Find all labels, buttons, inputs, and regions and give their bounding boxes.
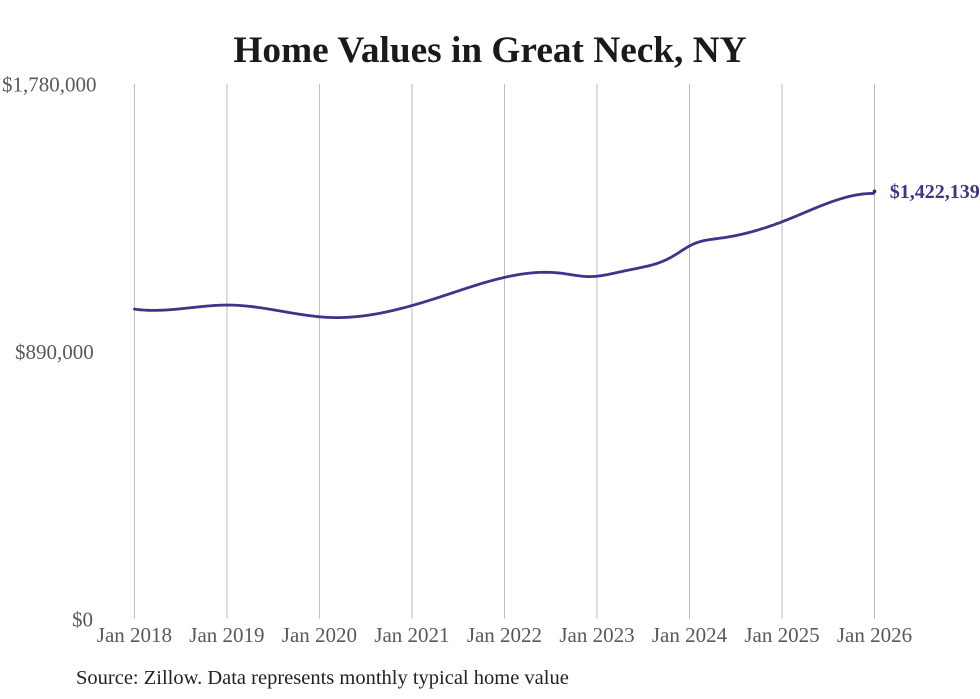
svg-text:Jan 2018: Jan 2018: [97, 623, 172, 647]
svg-text:Jan 2025: Jan 2025: [744, 623, 819, 647]
svg-text:Jan 2021: Jan 2021: [374, 623, 449, 647]
svg-text:Jan 2024: Jan 2024: [652, 623, 728, 647]
svg-text:$1,422,139: $1,422,139: [890, 181, 980, 203]
svg-text:$1,780,000: $1,780,000: [2, 72, 97, 96]
svg-text:$0: $0: [72, 607, 93, 631]
svg-text:$890,000: $890,000: [15, 340, 94, 364]
svg-text:Jan 2022: Jan 2022: [467, 623, 542, 647]
svg-text:Jan 2026: Jan 2026: [837, 623, 912, 647]
svg-text:Jan 2023: Jan 2023: [559, 623, 634, 647]
svg-text:Jan 2020: Jan 2020: [282, 623, 357, 647]
svg-text:Jan 2019: Jan 2019: [189, 623, 264, 647]
